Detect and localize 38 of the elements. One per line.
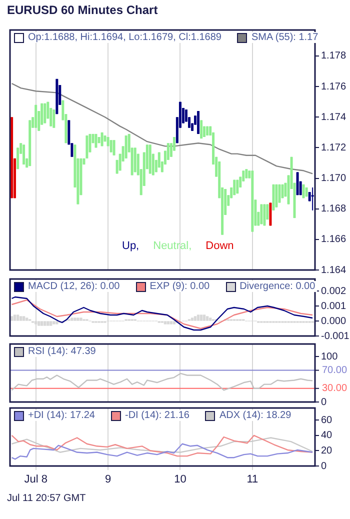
ref-line-label: 30.00 (322, 383, 348, 394)
y-tick-label: 20 (321, 445, 333, 456)
y-tick-label: 0.000 (321, 316, 346, 327)
y-tick-label: 0 (321, 460, 327, 472)
y-tick-label: 0 (321, 396, 327, 408)
x-tick-label: 11 (246, 474, 258, 486)
x-tick-label: Jul 8 (24, 474, 48, 486)
x-tick-label: 9 (104, 474, 112, 486)
y-tick-label: 1.174 (321, 112, 346, 123)
y-tick-label: 0.002 (321, 286, 346, 297)
annotation: Op:1.1688, Hi:1.1694, Lo:1.1679, Cl:1.1689 (28, 32, 222, 43)
text: Up, (122, 240, 140, 252)
y-tick-label: 100 (321, 351, 338, 362)
y-tick-label: 40 (321, 430, 333, 442)
y-tick-label: 1.164 (321, 264, 346, 276)
legend-label: EXP (9): 0.00 (150, 281, 210, 292)
y-tick-label: 1.178 (321, 50, 346, 62)
ref-line-label: 70.00 (322, 365, 348, 376)
text: Down (206, 240, 234, 252)
x-tick-label: 10 (174, 474, 186, 486)
text: Neutral, (153, 240, 192, 252)
y-tick-label: 1.166 (321, 234, 346, 246)
text: Jul 11 20:57 GMT (7, 493, 86, 504)
y-tick-label: 1.168 (321, 204, 346, 215)
legend-label: RSI (14): 47.39 (28, 346, 96, 357)
y-tick-label: 1.172 (321, 142, 346, 154)
chart-title: EURUSD 60 Minutes Chart (7, 3, 158, 17)
legend-label: SMA (55): 1.17 (251, 32, 318, 43)
y-tick-label: 1.170 (321, 173, 346, 184)
legend-label: ADX (14): 18.29 (219, 410, 292, 421)
y-tick-label: 60 (321, 414, 333, 426)
legend-label: +DI (14): 17.24 (28, 410, 95, 421)
legend-label: Divergence: 0.00 (240, 281, 316, 292)
y-tick-label: 0.001 (321, 300, 346, 312)
legend-label: MACD (12, 26): 0.00 (28, 281, 120, 292)
legend-label: -DI (14): 21.16 (124, 410, 190, 421)
y-tick-label: -0.001 (321, 330, 350, 342)
y-tick-label: 1.176 (321, 81, 346, 92)
